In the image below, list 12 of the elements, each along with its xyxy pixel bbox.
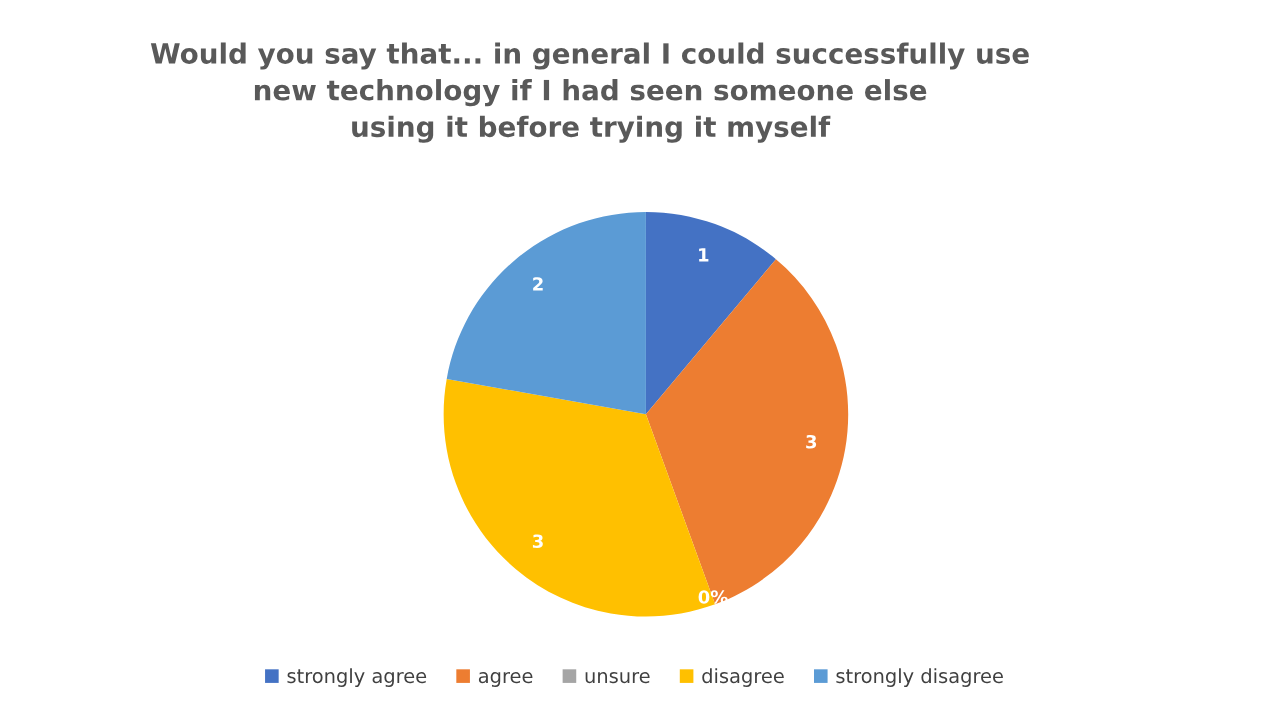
pie-slice bbox=[446, 211, 646, 415]
data-label: 3 bbox=[532, 534, 543, 549]
legend-label: disagree bbox=[702, 668, 784, 687]
legend-label: agree bbox=[478, 672, 533, 687]
chart-title: Would you say that... in general I could successfully use new technology if I had seen someone else using it before trying it myself bbox=[150, 42, 1029, 143]
data-label: 2 bbox=[533, 277, 543, 291]
legend-label: unsure bbox=[585, 672, 650, 684]
data-label: 1 bbox=[699, 248, 709, 262]
pie-slice bbox=[645, 211, 776, 415]
legend-label: strongly disagree bbox=[836, 668, 1003, 687]
data-label: 3 bbox=[806, 434, 817, 449]
legend-label: strongly agree bbox=[287, 668, 427, 687]
